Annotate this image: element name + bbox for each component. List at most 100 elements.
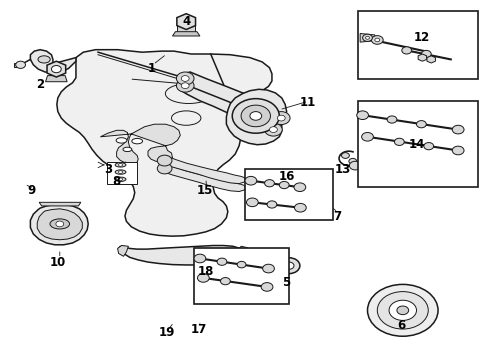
Polygon shape <box>226 89 287 145</box>
Circle shape <box>349 161 361 170</box>
Circle shape <box>241 105 270 127</box>
Circle shape <box>342 153 349 158</box>
Circle shape <box>157 163 172 174</box>
Text: 4: 4 <box>182 15 190 28</box>
Polygon shape <box>37 209 82 240</box>
Circle shape <box>246 198 258 207</box>
Circle shape <box>16 61 25 68</box>
Circle shape <box>232 99 279 133</box>
Circle shape <box>119 171 122 174</box>
Circle shape <box>272 112 290 125</box>
Circle shape <box>362 132 373 141</box>
Ellipse shape <box>166 84 212 104</box>
Polygon shape <box>30 204 88 245</box>
Text: 18: 18 <box>197 265 214 278</box>
Text: 11: 11 <box>299 96 316 109</box>
Circle shape <box>349 158 357 164</box>
Polygon shape <box>118 246 128 256</box>
Ellipse shape <box>172 111 201 125</box>
Circle shape <box>265 123 282 136</box>
Ellipse shape <box>132 139 143 144</box>
Text: 2: 2 <box>36 78 44 91</box>
Circle shape <box>231 102 249 114</box>
Circle shape <box>294 203 306 212</box>
Circle shape <box>389 300 416 320</box>
Polygon shape <box>418 54 427 61</box>
Circle shape <box>387 116 397 123</box>
Circle shape <box>194 254 206 263</box>
Text: 19: 19 <box>158 327 175 339</box>
Circle shape <box>181 83 189 89</box>
Text: 1: 1 <box>148 62 156 75</box>
Polygon shape <box>179 80 278 134</box>
Ellipse shape <box>115 177 126 181</box>
Circle shape <box>176 79 194 92</box>
Circle shape <box>402 47 412 54</box>
Text: 17: 17 <box>190 323 207 336</box>
Circle shape <box>424 143 434 150</box>
Text: 9: 9 <box>28 184 36 197</box>
Bar <box>107 162 137 184</box>
Circle shape <box>452 146 464 155</box>
Polygon shape <box>47 61 66 77</box>
Ellipse shape <box>116 138 127 143</box>
Circle shape <box>416 121 426 128</box>
Circle shape <box>284 262 294 269</box>
Bar <box>358 101 478 187</box>
Circle shape <box>270 127 277 132</box>
Circle shape <box>157 155 172 166</box>
Circle shape <box>421 50 431 58</box>
Text: 8: 8 <box>113 175 121 188</box>
Circle shape <box>294 183 306 192</box>
Circle shape <box>245 176 257 185</box>
Circle shape <box>267 201 277 208</box>
Circle shape <box>119 178 122 181</box>
Circle shape <box>217 258 227 265</box>
Circle shape <box>368 284 438 336</box>
Text: 15: 15 <box>196 184 213 197</box>
Polygon shape <box>46 76 67 82</box>
Polygon shape <box>161 156 246 184</box>
Polygon shape <box>360 33 375 42</box>
Circle shape <box>176 72 194 85</box>
Ellipse shape <box>115 163 126 167</box>
Polygon shape <box>177 25 195 32</box>
Text: 13: 13 <box>335 163 351 176</box>
Circle shape <box>366 36 369 39</box>
Circle shape <box>250 112 262 120</box>
Text: 10: 10 <box>49 256 66 269</box>
Circle shape <box>452 125 464 134</box>
Ellipse shape <box>38 56 50 63</box>
Polygon shape <box>177 14 196 30</box>
Bar <box>245 169 333 220</box>
Circle shape <box>51 66 61 73</box>
Polygon shape <box>238 246 250 256</box>
Circle shape <box>261 283 273 291</box>
Circle shape <box>263 264 274 273</box>
Circle shape <box>357 111 368 120</box>
Text: 12: 12 <box>413 31 430 44</box>
Text: 3: 3 <box>104 163 112 176</box>
Polygon shape <box>57 50 272 236</box>
Circle shape <box>56 221 64 227</box>
Text: 5: 5 <box>283 276 291 289</box>
Polygon shape <box>161 164 246 192</box>
Polygon shape <box>172 32 200 36</box>
Polygon shape <box>119 246 244 265</box>
Ellipse shape <box>115 170 126 174</box>
Circle shape <box>377 292 428 329</box>
Polygon shape <box>39 202 81 206</box>
Circle shape <box>375 38 380 42</box>
Circle shape <box>394 138 404 145</box>
Circle shape <box>277 115 285 121</box>
Circle shape <box>278 258 300 274</box>
Text: 7: 7 <box>333 210 341 222</box>
Polygon shape <box>14 63 21 67</box>
Text: 14: 14 <box>408 138 425 150</box>
Polygon shape <box>427 56 436 63</box>
Circle shape <box>265 180 274 187</box>
Bar <box>358 11 478 79</box>
Polygon shape <box>182 72 284 124</box>
Ellipse shape <box>50 219 70 229</box>
Polygon shape <box>30 50 76 73</box>
